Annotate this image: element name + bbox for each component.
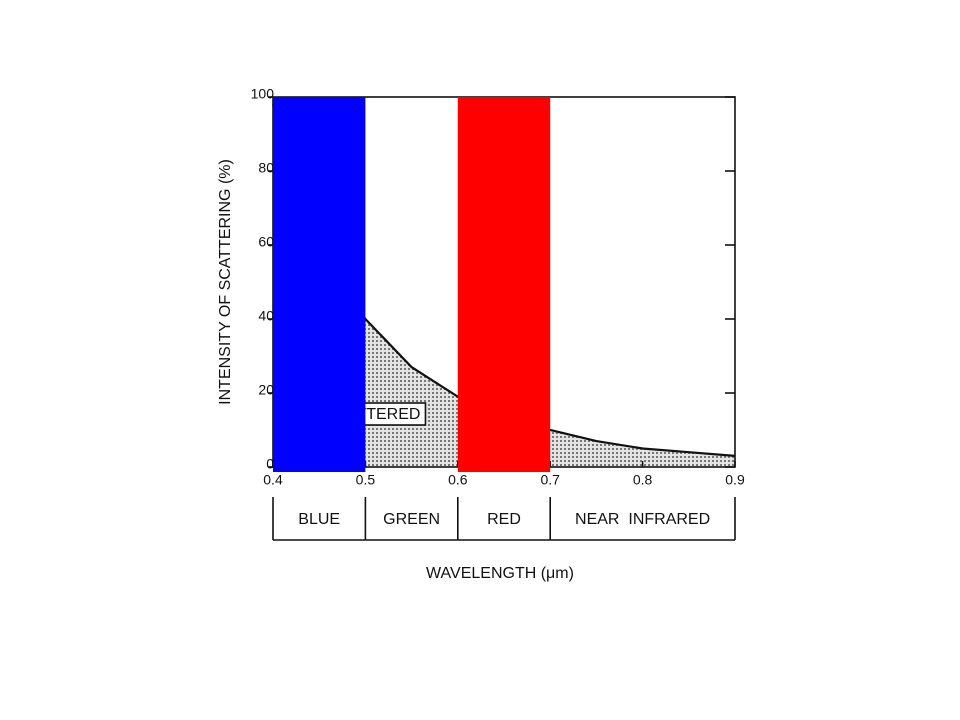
x-tick-label: 0.8 [633,472,653,488]
region-label: BLUE [298,511,340,528]
region-label: RED [487,511,521,528]
y-tick-label: 60 [258,234,274,250]
band [457,97,551,472]
y-tick-label: 80 [258,160,274,176]
region-label: NEAR INFRARED [575,511,710,528]
x-axis-title: WAVELENGTH (μm) [426,565,574,582]
x-tick-label: 0.5 [356,472,376,488]
x-tick-label: 0.7 [540,472,560,488]
y-tick-label: 40 [258,308,274,324]
y-tick-label: 20 [258,382,274,398]
x-tick-label: 0.9 [725,472,745,488]
area-fill [273,104,735,468]
x-tick-label: 0.6 [448,472,468,488]
y-axis-title: INTENSITY OF SCATTERING (%) [217,159,234,405]
region-label: GREEN [383,511,440,528]
y-tick-label: 100 [251,86,275,102]
y-tick-label: 0 [266,456,274,472]
band [273,97,366,472]
x-tick-label: 0.4 [263,472,283,488]
